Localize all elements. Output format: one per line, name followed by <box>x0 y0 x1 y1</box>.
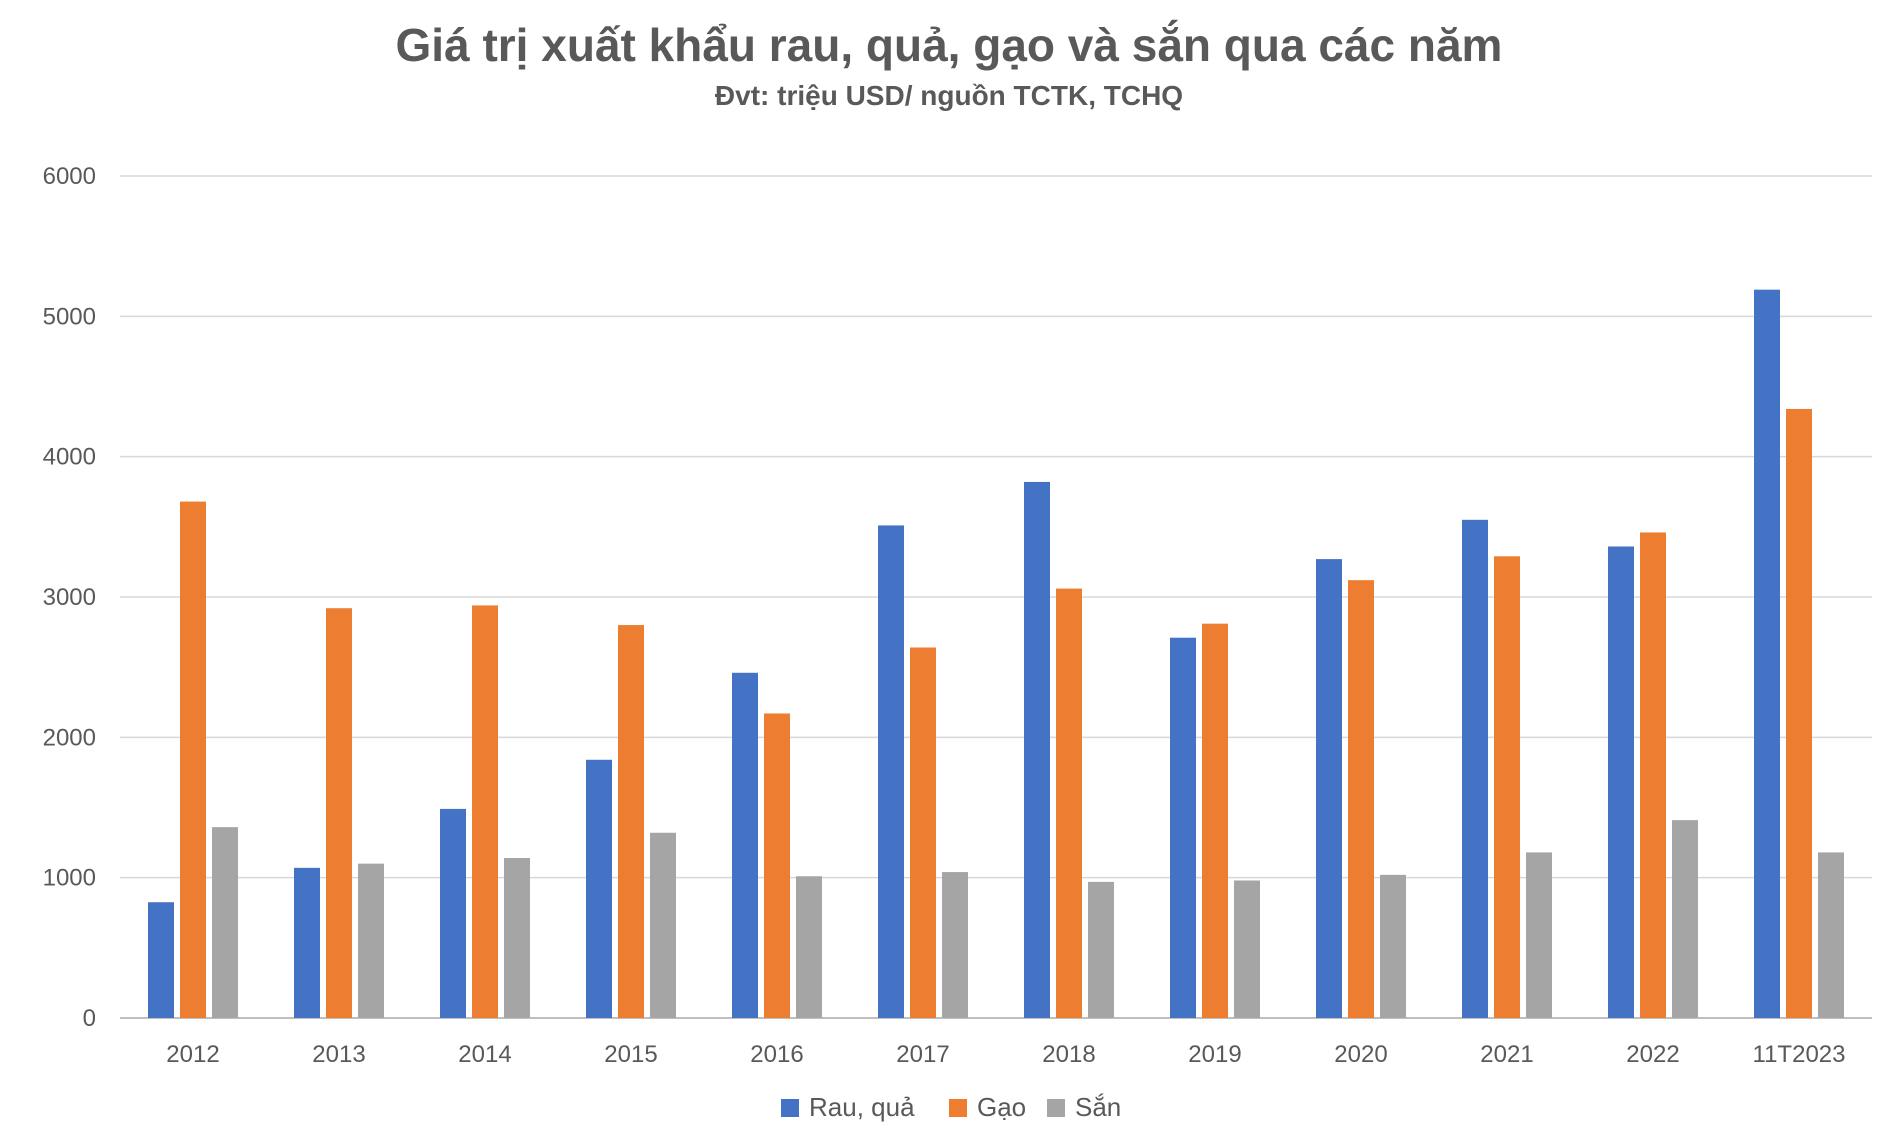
bar-g-o-2012 <box>180 501 206 1018</box>
bar-s-n-2018 <box>1088 881 1114 1018</box>
bar-g-o-11T2023 <box>1786 408 1812 1018</box>
x-tick-label: 2021 <box>1480 1041 1533 1068</box>
bar-rau-qu--2017 <box>878 525 904 1018</box>
bar-s-n-2017 <box>942 872 968 1018</box>
bar-rau-qu--11T2023 <box>1754 289 1780 1018</box>
legend-label: Sắn <box>1075 1092 1121 1122</box>
y-tick-label: 4000 <box>43 444 96 471</box>
legend-label: Rau, quả <box>809 1092 915 1122</box>
legend-swatch <box>1047 1099 1065 1117</box>
bar-rau-qu--2012 <box>148 902 174 1018</box>
bar-g-o-2017 <box>910 647 936 1018</box>
x-tick-label: 2020 <box>1334 1041 1387 1068</box>
bar-s-n-2016 <box>796 876 822 1018</box>
bar-s-n-2021 <box>1526 852 1552 1018</box>
bar-s-n-2013 <box>358 863 384 1018</box>
y-tick-label: 2000 <box>43 724 96 751</box>
bar-rau-qu--2015 <box>586 759 612 1018</box>
chart-subtitle: Đvt: triệu USD/ nguồn TCTK, TCHQ <box>714 80 1184 111</box>
bar-rau-qu--2020 <box>1316 559 1342 1018</box>
bar-g-o-2018 <box>1056 588 1082 1018</box>
bar-g-o-2019 <box>1202 623 1228 1018</box>
bar-g-o-2021 <box>1494 556 1520 1018</box>
y-tick-label: 6000 <box>43 163 96 190</box>
x-tick-label: 2012 <box>166 1041 219 1068</box>
bar-rau-qu--2016 <box>732 672 758 1018</box>
x-tick-label: 2015 <box>604 1041 657 1068</box>
x-tick-label: 2016 <box>750 1041 803 1068</box>
legend-swatch <box>781 1099 799 1117</box>
bar-rau-qu--2021 <box>1462 519 1488 1018</box>
bar-g-o-2013 <box>326 608 352 1018</box>
y-tick-label: 1000 <box>43 865 96 892</box>
x-tick-label: 2014 <box>458 1041 511 1068</box>
bar-g-o-2020 <box>1348 580 1374 1018</box>
bar-rau-qu--2019 <box>1170 637 1196 1018</box>
bar-g-o-2014 <box>472 605 498 1018</box>
bar-rau-qu--2022 <box>1608 546 1634 1018</box>
y-tick-label: 3000 <box>43 584 96 611</box>
x-tick-label: 2017 <box>896 1041 949 1068</box>
x-tick-label: 2013 <box>312 1041 365 1068</box>
bar-g-o-2016 <box>764 713 790 1018</box>
bar-s-n-11T2023 <box>1818 852 1844 1018</box>
bar-g-o-2022 <box>1640 532 1666 1018</box>
bar-rau-qu--2014 <box>440 808 466 1018</box>
chart-title: Giá trị xuất khẩu rau, quả, gạo và sắn q… <box>395 19 1503 71</box>
bar-rau-qu--2013 <box>294 867 320 1018</box>
y-tick-label: 0 <box>83 1005 96 1032</box>
x-tick-label: 2022 <box>1626 1041 1679 1068</box>
bar-s-n-2015 <box>650 832 676 1018</box>
bar-s-n-2012 <box>212 827 238 1018</box>
legend-swatch <box>949 1099 967 1117</box>
y-tick-label: 5000 <box>43 303 96 330</box>
x-tick-label: 2018 <box>1042 1041 1095 1068</box>
x-tick-label: 2019 <box>1188 1041 1241 1068</box>
bar-rau-qu--2018 <box>1024 481 1050 1019</box>
x-tick-label: 11T2023 <box>1753 1041 1846 1068</box>
bar-s-n-2022 <box>1672 820 1698 1018</box>
bar-s-n-2019 <box>1234 880 1260 1018</box>
bar-s-n-2014 <box>504 858 530 1018</box>
legend-label: Gạo <box>977 1092 1026 1122</box>
bar-s-n-2020 <box>1380 874 1406 1018</box>
bar-g-o-2015 <box>618 625 644 1018</box>
